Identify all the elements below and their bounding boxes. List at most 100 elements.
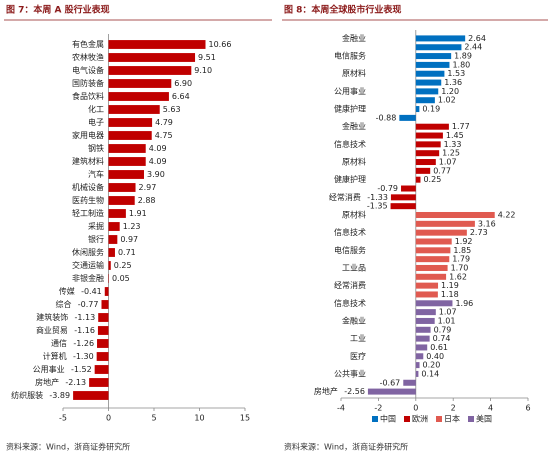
category-label: 医疗 <box>350 351 366 361</box>
bar <box>415 61 450 68</box>
value-label: 2.88 <box>138 196 156 205</box>
category-label: 原材料 <box>342 157 366 167</box>
bar <box>415 176 421 183</box>
value-label: 1.02 <box>438 96 456 105</box>
bar <box>415 247 451 254</box>
category-label: 家用电器 <box>72 130 104 140</box>
category-label: 电子 <box>88 117 104 127</box>
bar <box>108 157 146 166</box>
bar <box>415 326 431 333</box>
category-label: 钢铁 <box>88 143 104 153</box>
value-label: 1.20 <box>441 87 459 96</box>
value-label: -1.35 <box>367 202 388 211</box>
x-tick-label: 10 <box>194 414 204 423</box>
bar <box>108 222 120 231</box>
bar <box>108 131 152 140</box>
category-label: 建筑装饰 <box>36 312 68 322</box>
category-label: 原材料 <box>342 68 366 78</box>
bar <box>415 123 449 130</box>
bar <box>415 264 448 271</box>
value-label: 1.89 <box>454 52 472 61</box>
legend-swatch <box>404 416 410 422</box>
bar <box>390 203 416 210</box>
bar <box>415 317 435 324</box>
value-label: -1.33 <box>367 193 388 202</box>
bar <box>415 44 462 51</box>
bar <box>415 88 439 95</box>
bar <box>415 159 436 166</box>
category-label: 公用事业 <box>334 86 366 96</box>
category-label: 信息技术 <box>334 227 366 237</box>
value-label: 0.20 <box>423 361 441 370</box>
bar <box>108 118 153 127</box>
value-label: 6.90 <box>174 79 192 88</box>
value-label: 1.25 <box>442 149 460 158</box>
value-label: 2.64 <box>468 34 486 43</box>
category-label: 传媒 <box>59 286 75 296</box>
value-label: -1.26 <box>73 339 94 348</box>
value-label: -0.88 <box>376 113 397 122</box>
value-label: 4.09 <box>149 144 167 153</box>
value-label: -3.89 <box>49 391 70 400</box>
category-label: 金融业 <box>342 33 366 43</box>
bar <box>415 300 453 307</box>
value-label: 1.45 <box>446 131 464 140</box>
chart-title: 图 8：本周全球股市行业表现 <box>284 4 401 16</box>
value-label: -2.56 <box>344 387 365 396</box>
bar <box>415 97 435 104</box>
bar <box>415 256 450 263</box>
value-label: 3.90 <box>147 170 165 179</box>
value-label: 2.97 <box>139 183 157 192</box>
category-label: 工业 <box>350 333 366 343</box>
category-label: 建筑材料 <box>72 156 104 166</box>
bar <box>403 379 416 386</box>
bar <box>108 105 160 114</box>
bar <box>108 79 172 88</box>
category-label: 综合 <box>55 299 71 309</box>
value-label: -1.16 <box>74 326 95 335</box>
bar <box>415 141 441 148</box>
bar <box>108 170 144 179</box>
value-label: 0.25 <box>423 175 441 184</box>
value-label: 1.19 <box>441 281 459 290</box>
value-label: 0.05 <box>112 274 130 283</box>
x-tick-label: 6 <box>525 404 530 413</box>
bar <box>415 53 452 60</box>
category-label: 经常消费 <box>334 280 366 290</box>
bar <box>108 235 118 244</box>
category-label: 采掘 <box>88 221 104 231</box>
category-label: 国防装备 <box>72 78 104 88</box>
value-label: -1.30 <box>73 352 94 361</box>
value-label: 1.70 <box>451 263 469 272</box>
category-label: 金融业 <box>342 315 366 325</box>
bar <box>367 388 416 395</box>
value-label: 1.80 <box>452 60 470 69</box>
bar <box>96 352 109 361</box>
value-label: 6.64 <box>172 92 190 101</box>
source-note: 资料来源：Wind，浙商证券研究所 <box>284 442 408 452</box>
category-label: 金融业 <box>342 121 366 131</box>
value-label: -0.67 <box>380 378 401 387</box>
value-label: 4.75 <box>155 131 173 140</box>
bar <box>108 66 192 75</box>
legend-label: 欧洲 <box>412 414 428 424</box>
value-label: 0.97 <box>120 235 138 244</box>
value-label: 10.66 <box>209 40 232 49</box>
value-label: 2.44 <box>464 43 482 52</box>
value-label: 0.19 <box>422 105 440 114</box>
bar <box>108 196 135 205</box>
bar <box>401 185 416 192</box>
bar <box>108 248 115 257</box>
value-label: 1.07 <box>439 158 457 167</box>
bar <box>415 132 443 139</box>
value-label: 0.74 <box>433 334 451 343</box>
x-tick-label: 2 <box>451 404 456 413</box>
category-label: 房地产 <box>314 386 338 396</box>
bar <box>108 53 196 62</box>
legend-swatch <box>468 416 474 422</box>
value-label: 9.10 <box>194 66 212 75</box>
category-label: 电信服务 <box>334 51 366 61</box>
bar <box>89 378 109 387</box>
bar <box>97 326 109 335</box>
category-label: 公用事业 <box>33 364 65 374</box>
